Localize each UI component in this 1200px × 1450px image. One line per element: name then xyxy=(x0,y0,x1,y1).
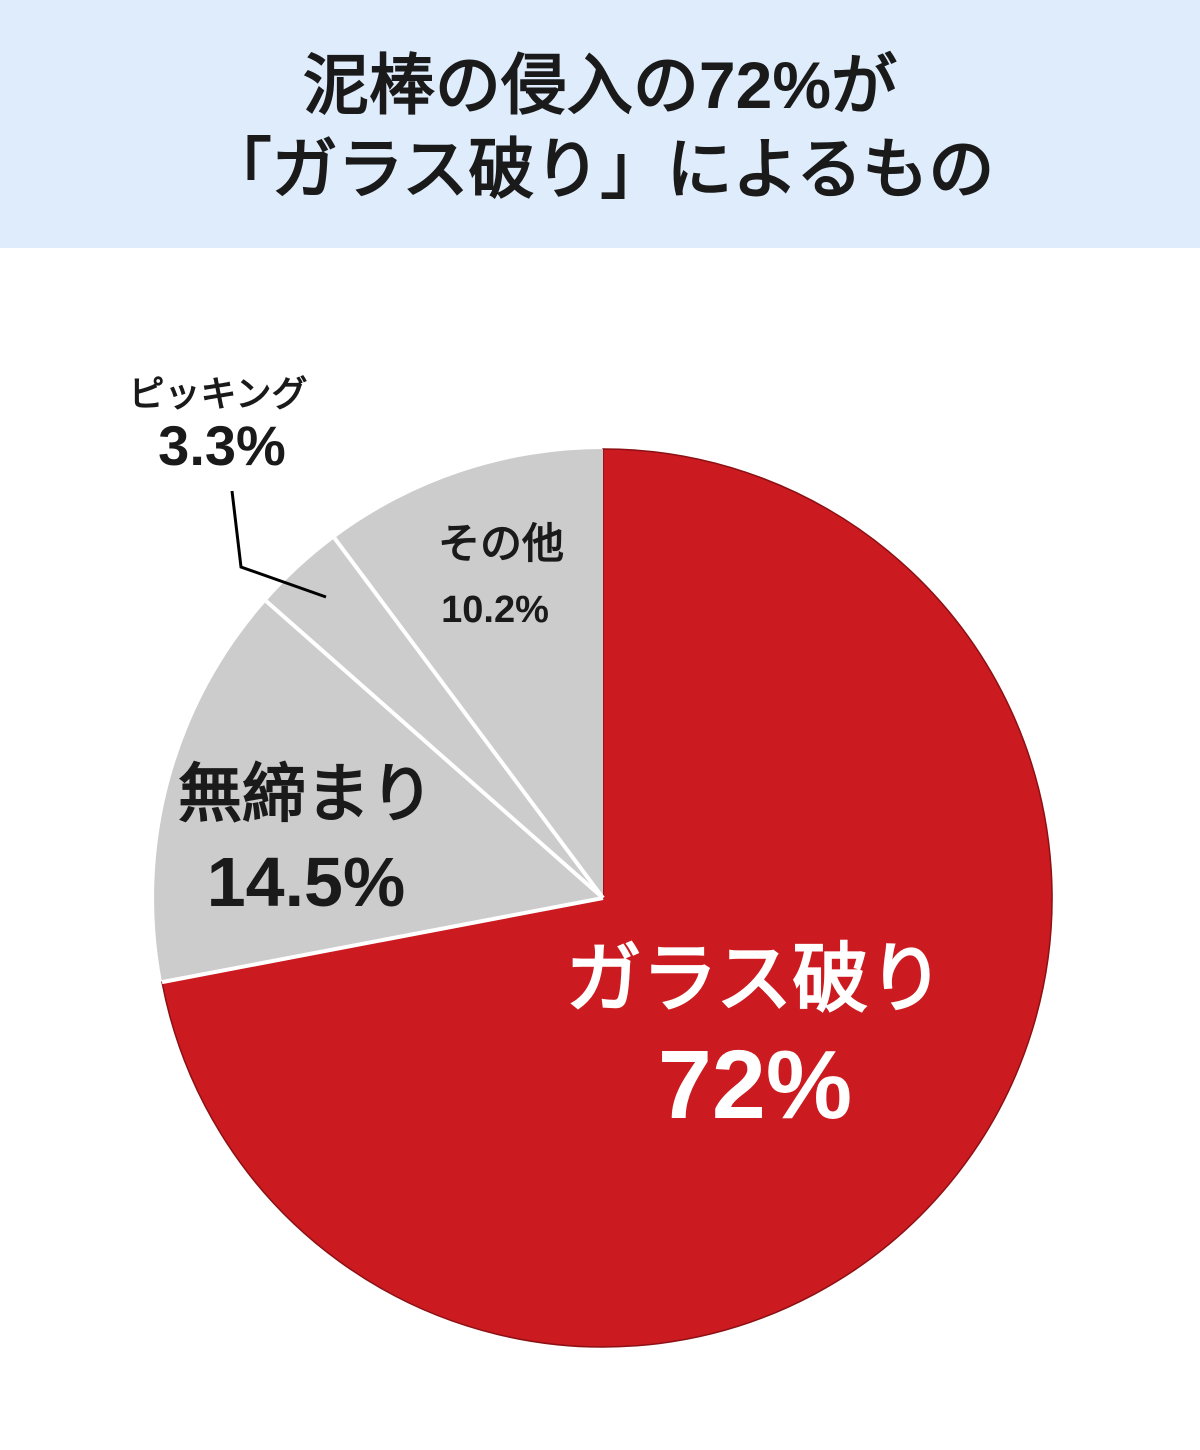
svg-text:10.2%: 10.2% xyxy=(441,589,549,631)
svg-text:ガラス破り: ガラス破り xyxy=(566,937,944,1022)
svg-text:ピッキング: ピッキング xyxy=(129,373,308,414)
svg-text:3.3%: 3.3% xyxy=(158,414,286,477)
svg-text:その他: その他 xyxy=(438,520,564,567)
svg-text:14.5%: 14.5% xyxy=(207,843,405,921)
svg-text:72%: 72% xyxy=(658,1030,852,1139)
svg-text:無締まり: 無締まり xyxy=(178,758,434,830)
